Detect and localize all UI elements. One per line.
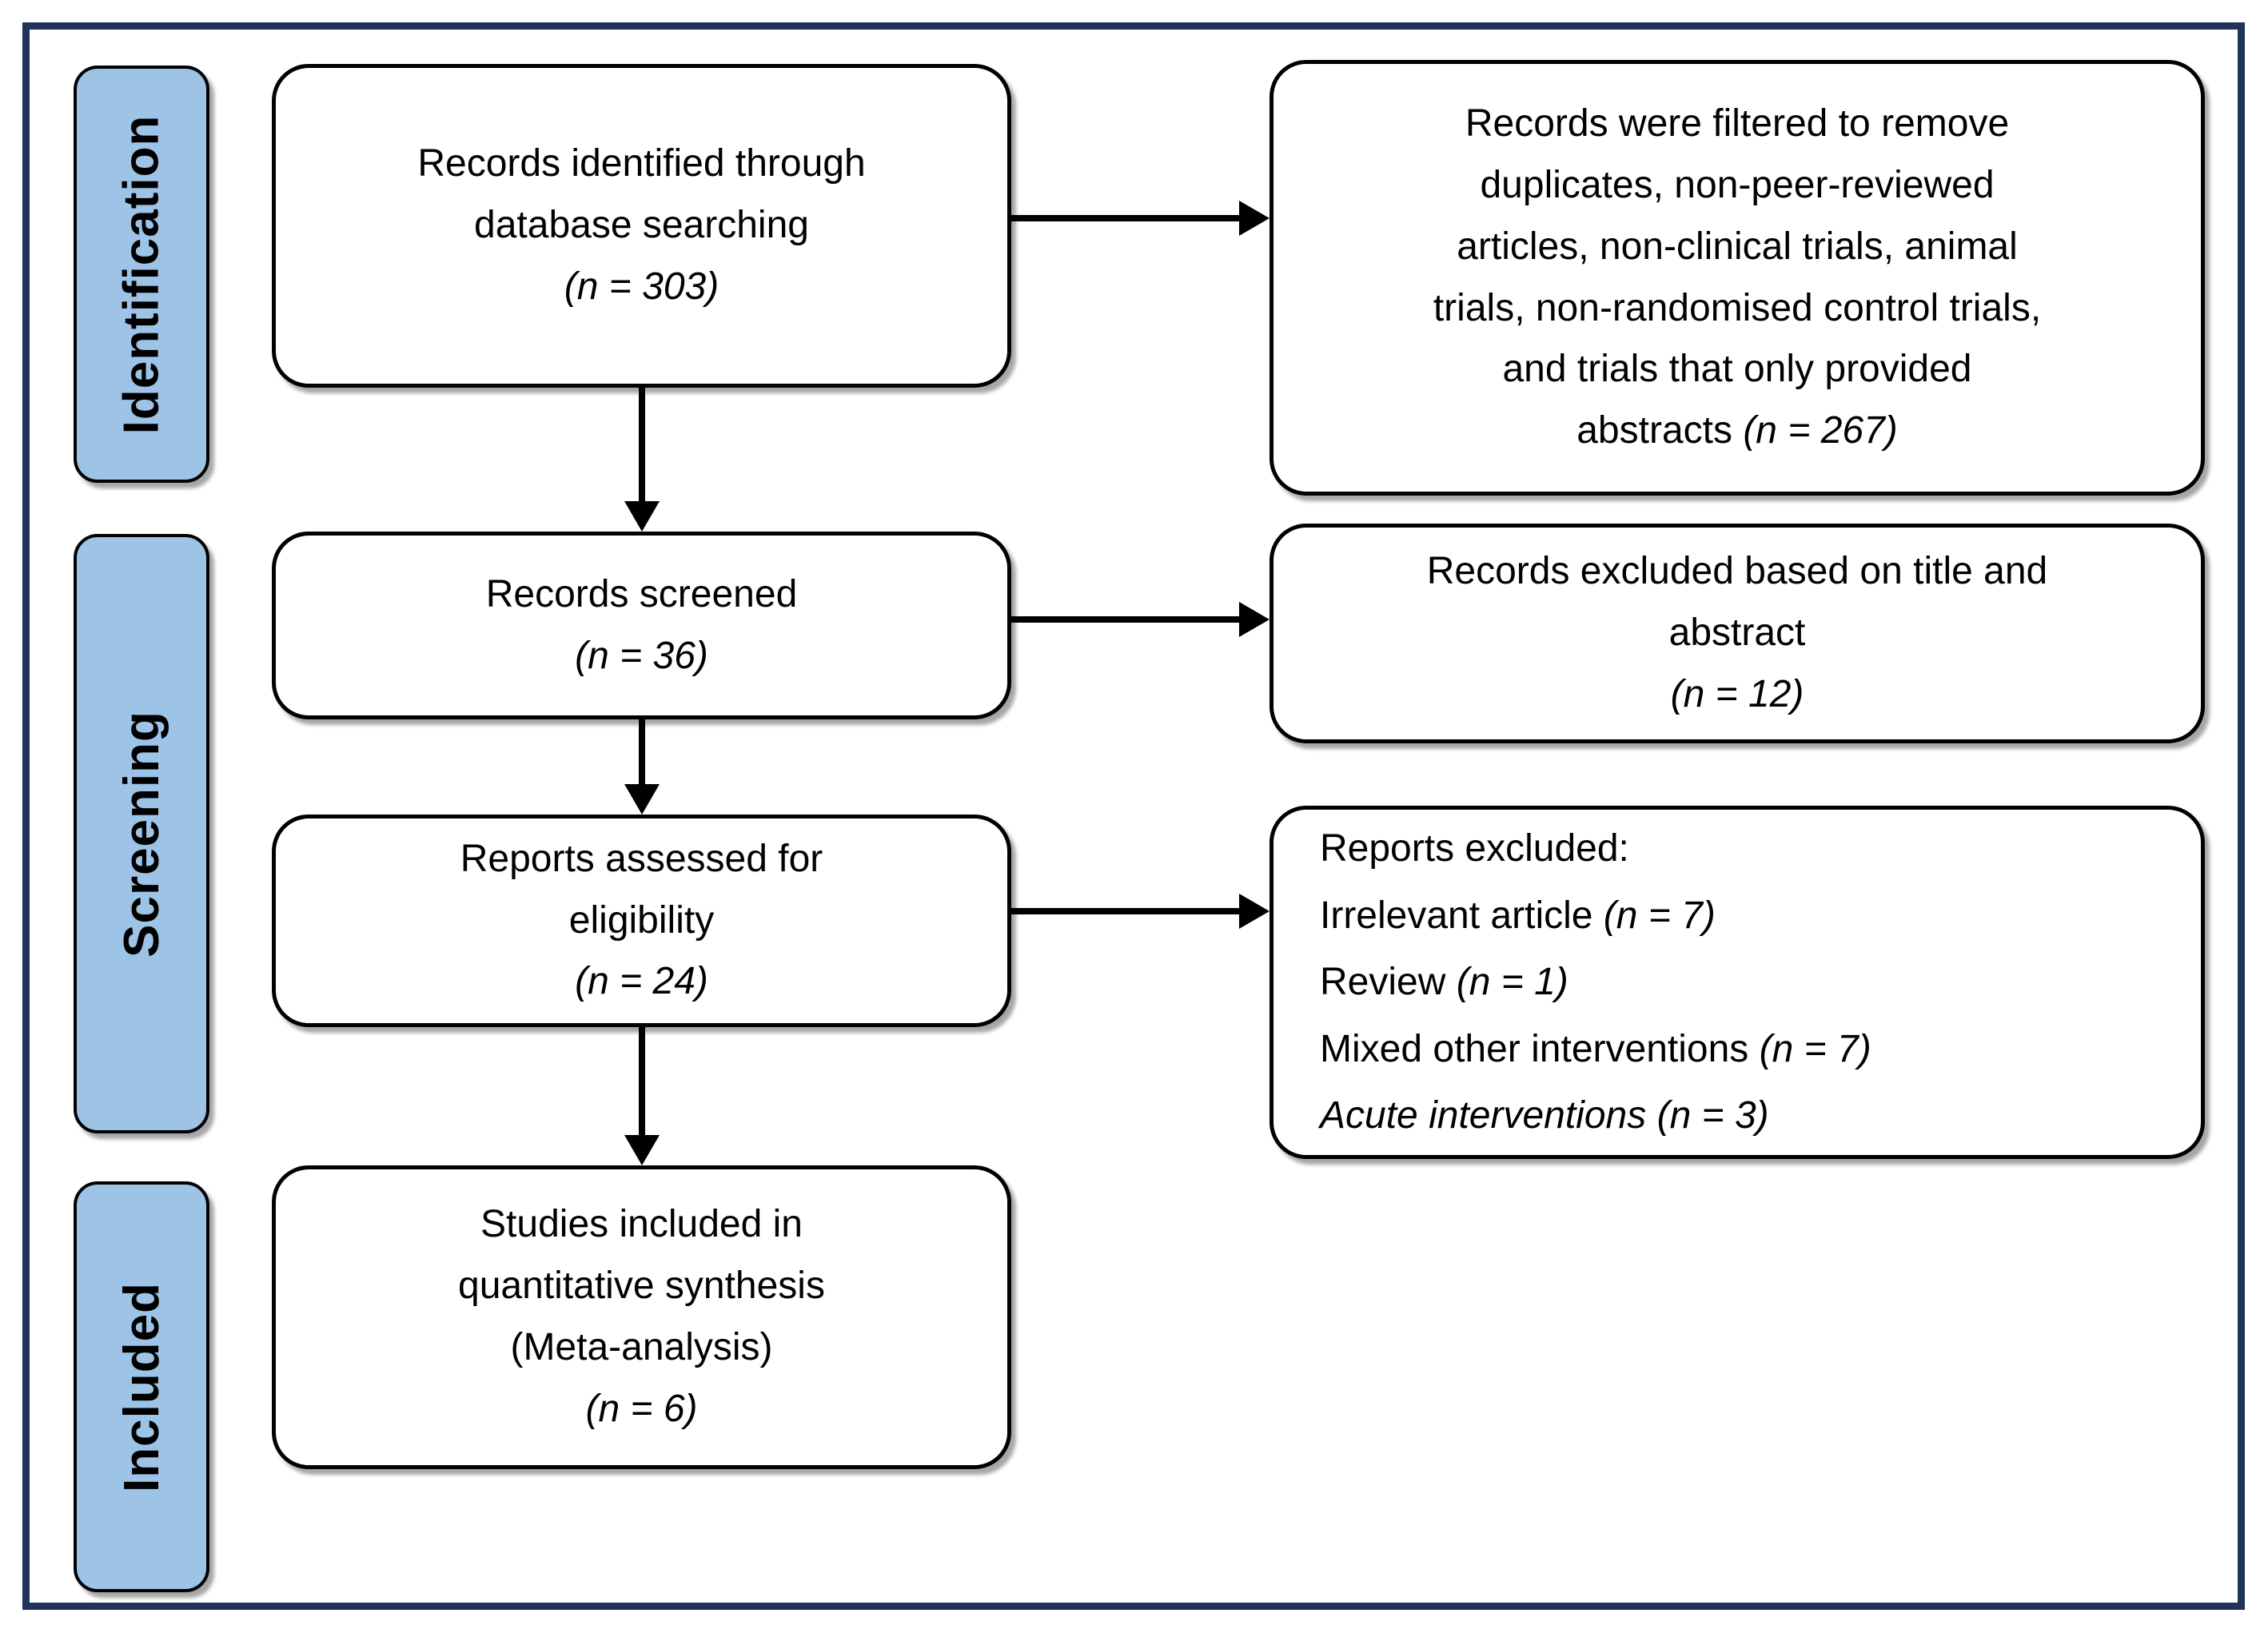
box-records-identified: Records identified through database sear… xyxy=(272,64,1011,388)
records-identified-count: (n = 303) xyxy=(564,265,719,308)
records-filtered-line-6: abstracts (n = 267) xyxy=(1576,400,1898,462)
arrow-shaft xyxy=(639,1027,645,1137)
reports-excluded-item-1: Irrelevant article (n = 7) xyxy=(1320,882,1716,950)
reports-excluded-item-2-count: (n = 1) xyxy=(1456,961,1568,1004)
stage-screening-label: Screening xyxy=(114,710,169,958)
box-records-screened: Records screened (n = 36) xyxy=(272,532,1011,719)
box-records-excluded-title-abstract: Records excluded based on title and abst… xyxy=(1270,524,2205,743)
stage-included-label: Included xyxy=(114,1281,169,1492)
records-identified-line-2: database searching xyxy=(474,204,809,247)
reports-excluded-item-1-text: Irrelevant article xyxy=(1320,894,1604,937)
box-studies-included: Studies included in quantitative synthes… xyxy=(272,1165,1011,1469)
stage-identification-label: Identification xyxy=(114,114,169,434)
reports-assessed-line-2: eligibility xyxy=(568,898,715,942)
records-filtered-line-2: duplicates, non-peer-reviewed xyxy=(1480,163,1995,206)
records-identified-line-1: Records identified through xyxy=(417,142,866,185)
arrow-head-down-icon xyxy=(624,1135,660,1165)
box-records-filtered: Records were filtered to remove duplicat… xyxy=(1270,60,2205,496)
reports-assessed-line-1: Reports assessed for xyxy=(460,837,823,880)
reports-excluded-item-1-count: (n = 7) xyxy=(1603,894,1716,937)
arrow-head-right-icon xyxy=(1239,602,1270,637)
records-screened-count: (n = 36) xyxy=(575,634,708,677)
arrow-shaft xyxy=(639,388,645,504)
records-screened-line-1: Records screened xyxy=(485,572,798,615)
reports-excluded-item-3-count: (n = 7) xyxy=(1759,1027,1871,1070)
records-excluded-line-1: Records excluded based on title and xyxy=(1426,550,2048,593)
records-excluded-line-2: abstract xyxy=(1668,611,1806,655)
outer-frame xyxy=(22,22,2245,1610)
records-excluded-count: (n = 12) xyxy=(1670,672,1804,715)
studies-included-line-2: quantitative synthesis xyxy=(458,1265,825,1308)
arrow-head-down-icon xyxy=(624,784,660,815)
arrow-head-right-icon xyxy=(1239,201,1270,236)
records-filtered-line-5: and trials that only provided xyxy=(1502,348,1972,391)
records-filtered-line-4: trials, non-randomised control trials, xyxy=(1433,286,2042,329)
reports-excluded-item-4-count: (n = 3) xyxy=(1656,1094,1769,1137)
reports-excluded-item-2: Review (n = 1) xyxy=(1320,949,1568,1016)
arrow-shaft xyxy=(1011,215,1241,221)
reports-excluded-item-2-text: Review xyxy=(1320,961,1457,1004)
stage-screening: Screening xyxy=(74,534,209,1133)
records-filtered-last-text: abstracts xyxy=(1576,409,1744,452)
stage-identification: Identification xyxy=(74,66,209,483)
stage-included: Included xyxy=(74,1181,209,1592)
box-reports-assessed: Reports assessed for eligibility (n = 24… xyxy=(272,815,1011,1027)
box-reports-excluded: Reports excluded: Irrelevant article (n … xyxy=(1270,806,2205,1159)
records-filtered-line-3: articles, non-clinical trials, animal xyxy=(1457,225,2018,268)
arrow-head-down-icon xyxy=(624,501,660,532)
studies-included-line-1: Studies included in xyxy=(480,1203,803,1246)
reports-excluded-item-3-text: Mixed other interventions xyxy=(1320,1027,1760,1070)
reports-assessed-count: (n = 24) xyxy=(575,960,708,1003)
studies-included-line-3: (Meta-analysis) xyxy=(510,1326,773,1368)
arrow-shaft xyxy=(1011,908,1241,914)
reports-excluded-item-4-text: Acute interventions xyxy=(1320,1094,1657,1137)
arrow-shaft xyxy=(1011,616,1241,623)
reports-excluded-title: Reports excluded: xyxy=(1320,827,1629,870)
studies-included-count: (n = 6) xyxy=(585,1387,698,1430)
records-filtered-line-1: Records were filtered to remove xyxy=(1465,102,2010,145)
arrow-shaft xyxy=(639,719,645,787)
reports-excluded-item-3: Mixed other interventions (n = 7) xyxy=(1320,1016,1871,1083)
arrow-head-right-icon xyxy=(1239,894,1270,929)
reports-excluded-item-4: Acute interventions (n = 3) xyxy=(1320,1082,1769,1149)
records-filtered-count: (n = 267) xyxy=(1743,409,1898,452)
